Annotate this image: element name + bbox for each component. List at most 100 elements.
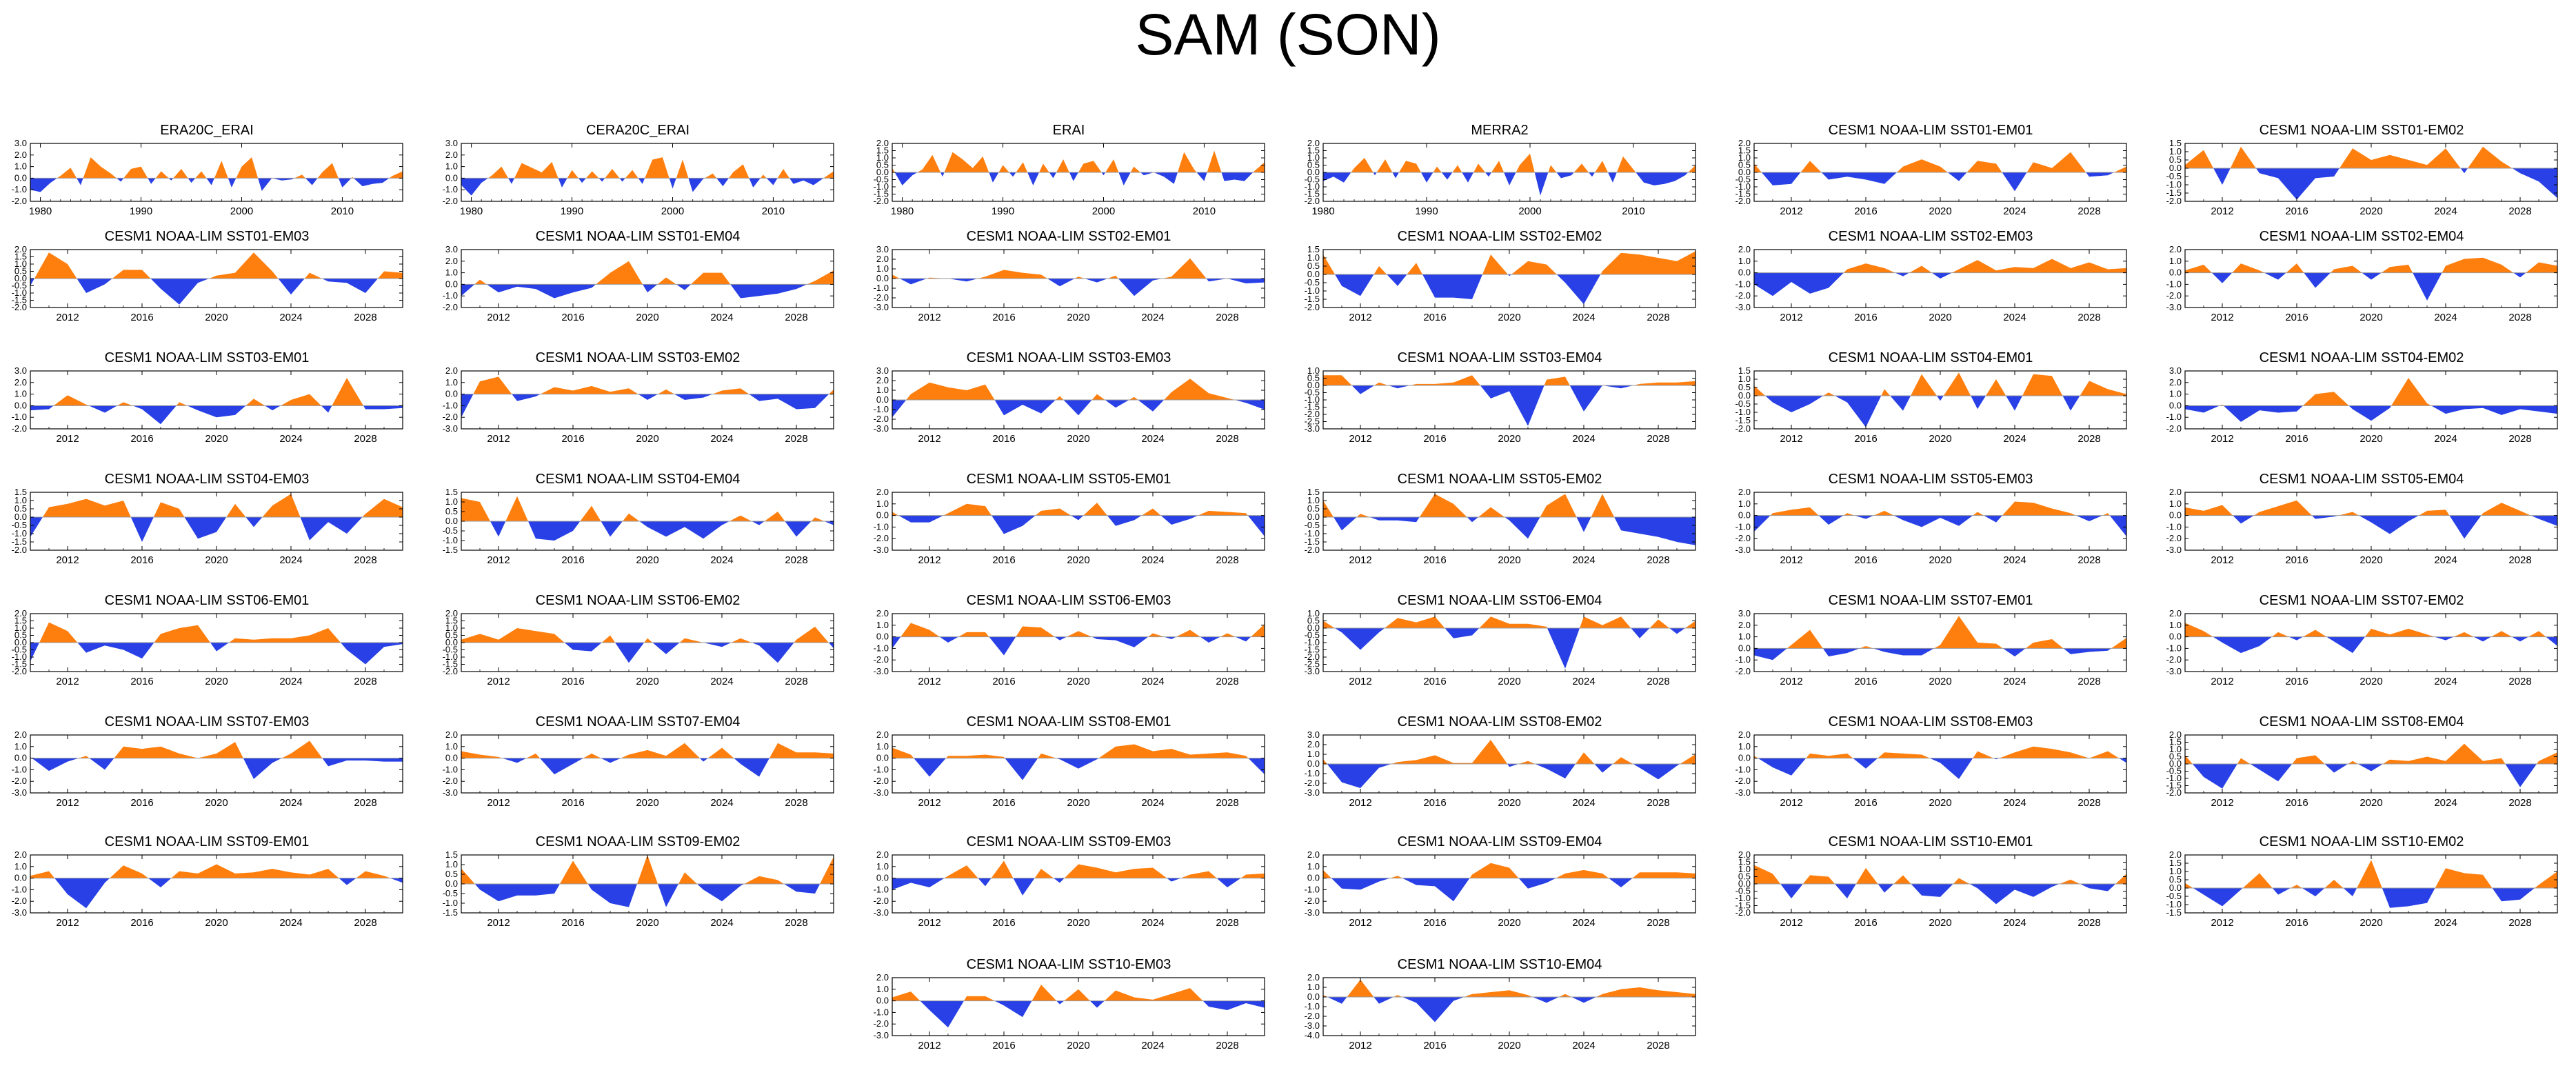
- y-tick-label: 2.0: [876, 729, 889, 740]
- y-tick-label: -2.0: [443, 776, 458, 786]
- x-tick-label: 2024: [2434, 433, 2457, 445]
- x-tick-label: 2000: [1518, 205, 1541, 217]
- y-tick-label: 0.0: [2169, 510, 2182, 521]
- x-tick-label: 2028: [1216, 676, 1238, 687]
- negative-area: [30, 758, 403, 779]
- y-tick-label: -2.0: [1305, 652, 1320, 662]
- y-tick-label: -1.0: [1735, 407, 1751, 417]
- chart-panel: CESM1 NOAA-LIM SST10-EM01 -2.0 -1.5 -1.0 -0.…: [1724, 834, 2137, 938]
- y-tick-label: -4.0: [1305, 1030, 1320, 1040]
- y-tick-label: 2.0: [2169, 244, 2182, 254]
- x-tick-label: 2016: [992, 433, 1015, 445]
- x-tick-label: 2028: [1216, 312, 1238, 323]
- y-tick-label: -1.0: [443, 290, 458, 301]
- y-tick-label: -1.0: [1305, 528, 1320, 538]
- y-tick-label: -1.0: [2166, 521, 2182, 532]
- y-tick-label: 1.5: [2169, 737, 2182, 747]
- chart-panel: CESM1 NOAA-LIM SST09-EM04 -3.0 -2.0 -1.0 0.0…: [1293, 834, 1707, 938]
- y-tick-label: -1.0: [443, 535, 458, 545]
- x-tick-label: 2028: [2077, 554, 2100, 566]
- y-tick-label: 1.5: [14, 616, 27, 626]
- x-tick-label: 2020: [1929, 205, 1951, 217]
- y-tick-label: -1.0: [1735, 521, 1751, 532]
- y-tick-label: 1.0: [2169, 866, 2182, 876]
- negative-area: [2185, 764, 2557, 789]
- x-tick-label: 2028: [1216, 1040, 1238, 1051]
- positive-area: [461, 626, 834, 643]
- y-tick-label: 0.0: [2169, 632, 2182, 642]
- y-tick-label: -2.0: [2166, 787, 2182, 798]
- y-tick-label: 1.0: [1738, 374, 1751, 384]
- positive-area: [461, 855, 834, 884]
- y-tick-label: -1.5: [1735, 189, 1751, 199]
- x-tick-label: 2016: [1854, 433, 1877, 445]
- y-tick-label: -0.5: [2166, 766, 2182, 776]
- y-tick-label: 0.0: [876, 753, 889, 763]
- x-tick-label: 2012: [918, 312, 940, 323]
- x-tick-label: 2024: [2003, 433, 2026, 445]
- chart-svg: -2.0 -1.00.01.02.0 3.0 1980 1990 2000 2010: [443, 138, 834, 217]
- x-tick-label: 2012: [2211, 676, 2233, 687]
- y-tick-label: 1.0: [876, 385, 889, 395]
- x-tick-label: 2012: [487, 797, 510, 809]
- y-tick-label: 0.0: [445, 878, 458, 889]
- y-tick-label: -1.0: [12, 528, 27, 538]
- x-tick-label: 2016: [2285, 433, 2308, 445]
- y-tick-label: 1.0: [1738, 864, 1751, 874]
- x-tick-label: 2028: [1216, 554, 1238, 566]
- y-tick-label: -1.5: [1305, 402, 1320, 412]
- y-tick-label: -1.0: [12, 412, 27, 422]
- y-tick-label: 1.0: [14, 741, 27, 752]
- chart-panel: CESM1 NOAA-LIM SST06-EM02 -2.0 -1.5 -1.0 -0.…: [431, 593, 845, 696]
- y-tick-label: -1.0: [874, 764, 889, 774]
- x-tick-label: 2016: [561, 797, 584, 809]
- y-tick-label: 1.0: [1738, 152, 1751, 163]
- y-tick-label: 2.0: [2169, 729, 2182, 740]
- x-tick-label: 2012: [56, 917, 79, 929]
- panel-title: CESM1 NOAA-LIM SST05-EM04: [2259, 472, 2464, 487]
- y-tick-label: -1.0: [1305, 1001, 1320, 1011]
- x-tick-label: 2020: [1067, 676, 1089, 687]
- chart-panel: CESM1 NOAA-LIM SST07-EM04 -3.0 -2.0 -1.0 0.0…: [431, 714, 845, 818]
- y-tick-label: -3.0: [1305, 666, 1320, 676]
- y-tick-label: 1.0: [2169, 620, 2182, 630]
- chart-panel: CESM1 NOAA-LIM SST04-EM04 -1.5 -1.0 -0.5 0.0…: [431, 472, 845, 575]
- x-tick-label: 2012: [487, 312, 510, 323]
- chart-panel: CESM1 NOAA-LIM SST04-EM02 -2.0 -1.0 0.0 1.0 2…: [2155, 350, 2568, 454]
- y-tick-label: 0.5: [14, 503, 27, 514]
- y-tick-label: 0.5: [1307, 261, 1320, 271]
- x-tick-label: 2016: [1423, 1040, 1446, 1051]
- y-tick-label: 0.5: [876, 160, 889, 170]
- y-tick-label: -1.0: [874, 283, 889, 293]
- chart-panel: CESM1 NOAA-LIM SST10-EM03 -3.0 -2.0 -1.0 0.0…: [862, 957, 1276, 1060]
- y-tick-label: -0.5: [443, 888, 458, 898]
- x-tick-label: 2020: [2359, 797, 2382, 809]
- x-tick-label: 2016: [1423, 797, 1446, 809]
- x-tick-label: 2024: [279, 433, 302, 445]
- y-tick-label: 2.0: [1738, 729, 1751, 740]
- y-tick-label: -2.0: [2166, 654, 2182, 665]
- positive-area: [892, 860, 1265, 878]
- panel-title: CESM1 NOAA-LIM SST02-EM04: [2259, 229, 2464, 244]
- y-tick-label: 2.0: [1307, 739, 1320, 749]
- y-tick-label: -1.0: [443, 764, 458, 774]
- y-tick-label: 0.5: [1738, 160, 1751, 170]
- chart-panel: CESM1 NOAA-LIM SST02-EM04 -3.0 -2.0 -1.0 0.0…: [2155, 229, 2568, 332]
- x-tick-label: 2020: [636, 797, 658, 809]
- y-tick-label: 1.5: [14, 252, 27, 262]
- y-tick-label: -0.5: [12, 645, 27, 655]
- y-tick-label: -1.0: [874, 181, 889, 192]
- negative-area: [461, 758, 834, 777]
- x-tick-label: 2028: [1647, 797, 1669, 809]
- y-tick-label: -1.0: [1735, 654, 1751, 665]
- chart-svg: -3.0-2.0-1.00.01.02.03.0 2012 2016 2020 2024…: [1305, 729, 1696, 809]
- panel-title: CESM1 NOAA-LIM SST05-EM02: [1397, 472, 1602, 487]
- y-tick-label: -1.0: [874, 404, 889, 414]
- y-tick-label: -0.5: [1735, 886, 1751, 896]
- x-tick-label: 2016: [2285, 205, 2308, 217]
- y-tick-label: -3.0: [1735, 545, 1751, 555]
